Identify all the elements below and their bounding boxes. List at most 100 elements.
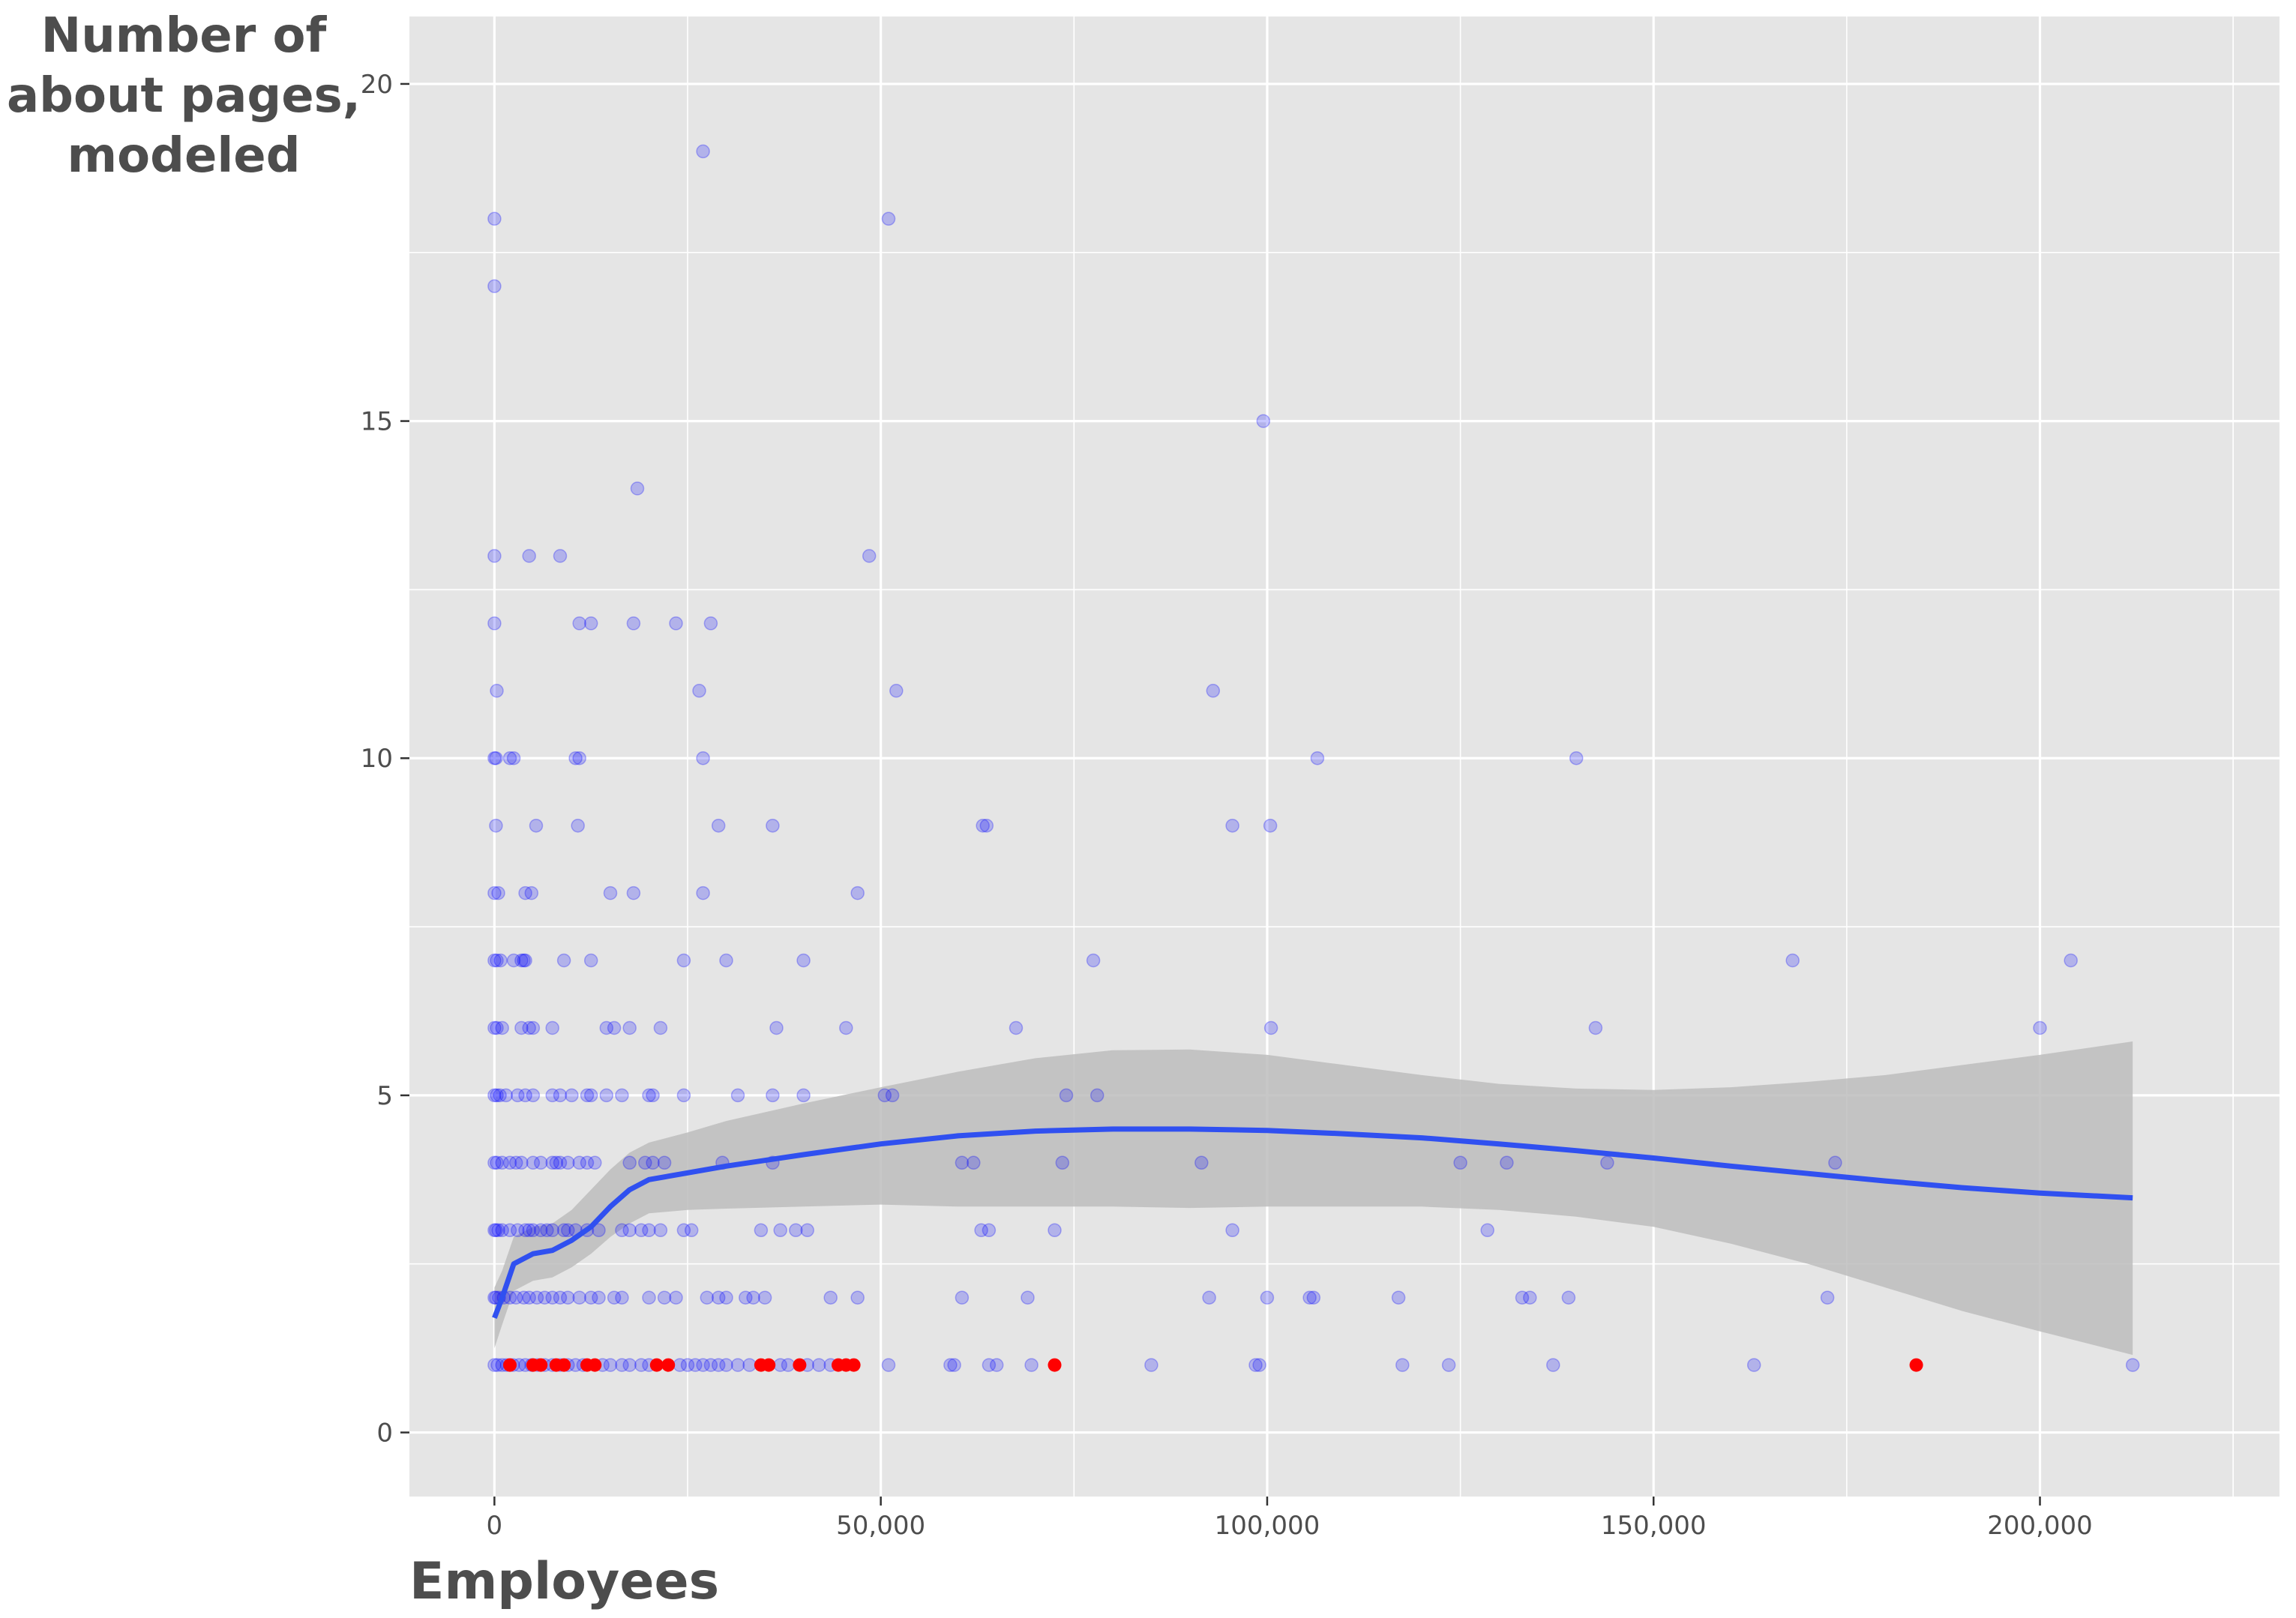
data-point — [493, 953, 508, 968]
data-point — [703, 1358, 718, 1372]
data-point — [703, 616, 718, 631]
data-point — [580, 1088, 595, 1103]
data-point-highlight — [847, 1358, 861, 1372]
data-point — [696, 751, 710, 766]
data-point — [746, 1290, 760, 1305]
data-point — [669, 1290, 683, 1305]
data-point — [1828, 1155, 1842, 1170]
x-axis-title: Employees — [409, 1552, 720, 1611]
x-tick-label: 150,000 — [1601, 1511, 1707, 1541]
data-point — [692, 684, 706, 698]
data-point — [607, 1290, 622, 1305]
data-point — [522, 549, 536, 563]
data-point — [495, 1223, 509, 1238]
data-point — [1546, 1358, 1560, 1372]
data-point — [1055, 1155, 1070, 1170]
data-point — [881, 211, 896, 226]
data-point — [615, 1088, 629, 1103]
data-point — [568, 751, 583, 766]
data-point — [545, 1223, 559, 1238]
data-point — [885, 1088, 900, 1103]
data-point — [556, 1223, 571, 1238]
data-point — [796, 1088, 811, 1103]
data-point — [1441, 1358, 1456, 1372]
data-point — [634, 1358, 649, 1372]
data-point — [881, 1358, 896, 1372]
data-point — [553, 1155, 568, 1170]
data-point-highlight — [557, 1358, 571, 1372]
data-point — [561, 1223, 575, 1238]
x-tick-label: 100,000 — [1215, 1511, 1320, 1541]
points-layer — [487, 144, 2140, 1372]
data-point — [526, 1088, 541, 1103]
data-point — [487, 1088, 502, 1103]
data-point — [1820, 1290, 1835, 1305]
data-point — [517, 953, 531, 968]
data-point — [545, 1020, 559, 1035]
data-point — [506, 751, 521, 766]
data-point — [976, 818, 990, 833]
data-point — [1090, 1088, 1105, 1103]
data-point — [719, 1358, 733, 1372]
data-point — [1206, 684, 1221, 698]
data-point — [526, 1223, 541, 1238]
data-point — [487, 616, 502, 631]
data-point — [487, 1358, 502, 1372]
data-point — [811, 1358, 826, 1372]
data-point — [1009, 1020, 1024, 1035]
data-point — [730, 1088, 745, 1103]
data-point — [490, 1155, 504, 1170]
data-point — [491, 1223, 505, 1238]
data-point — [1515, 1290, 1530, 1305]
data-point — [615, 1358, 629, 1372]
data-point — [626, 885, 641, 900]
data-point — [487, 549, 502, 563]
data-point-highlight — [1048, 1358, 1062, 1372]
data-point — [502, 1223, 517, 1238]
data-point — [607, 1020, 622, 1035]
data-point — [669, 616, 683, 631]
y-axis-title: Number of about pages, modeled — [0, 6, 367, 186]
y-axis-title-line-2: about pages, — [6, 68, 361, 124]
data-point — [556, 953, 571, 968]
data-point — [553, 1290, 568, 1305]
data-point — [502, 1155, 517, 1170]
data-point-highlight — [793, 1358, 807, 1372]
data-point — [487, 1223, 502, 1238]
data-point — [1391, 1290, 1406, 1305]
data-point — [518, 1088, 532, 1103]
data-point — [511, 1223, 525, 1238]
data-point — [653, 1223, 668, 1238]
data-point — [1453, 1155, 1467, 1170]
data-point — [506, 953, 521, 968]
data-point — [850, 885, 865, 900]
data-point — [982, 1223, 997, 1238]
data-point — [757, 1290, 772, 1305]
data-point — [561, 1290, 575, 1305]
data-point — [522, 1290, 536, 1305]
data-point — [487, 751, 502, 766]
data-point — [533, 1223, 548, 1238]
data-point-highlight — [534, 1358, 548, 1372]
data-point — [947, 1358, 961, 1372]
data-point — [646, 1088, 660, 1103]
data-point — [800, 1223, 814, 1238]
data-point — [742, 1358, 757, 1372]
data-point — [545, 1155, 559, 1170]
data-point — [522, 1020, 536, 1035]
data-point — [1523, 1290, 1537, 1305]
x-axis: 0 50,000 100,000 150,000 200,000 — [487, 1497, 2093, 1541]
data-point — [592, 1290, 606, 1305]
data-point — [493, 1088, 507, 1103]
data-point — [1569, 751, 1584, 766]
data-point — [696, 885, 710, 900]
data-point — [490, 953, 504, 968]
smooth-line — [492, 1126, 2133, 1319]
data-point — [688, 1358, 703, 1372]
data-point — [719, 1290, 733, 1305]
data-point — [592, 1223, 606, 1238]
y-tick-label: 20 — [361, 70, 393, 100]
data-point — [1263, 818, 1278, 833]
data-point — [850, 1290, 865, 1305]
data-point — [529, 1290, 544, 1305]
